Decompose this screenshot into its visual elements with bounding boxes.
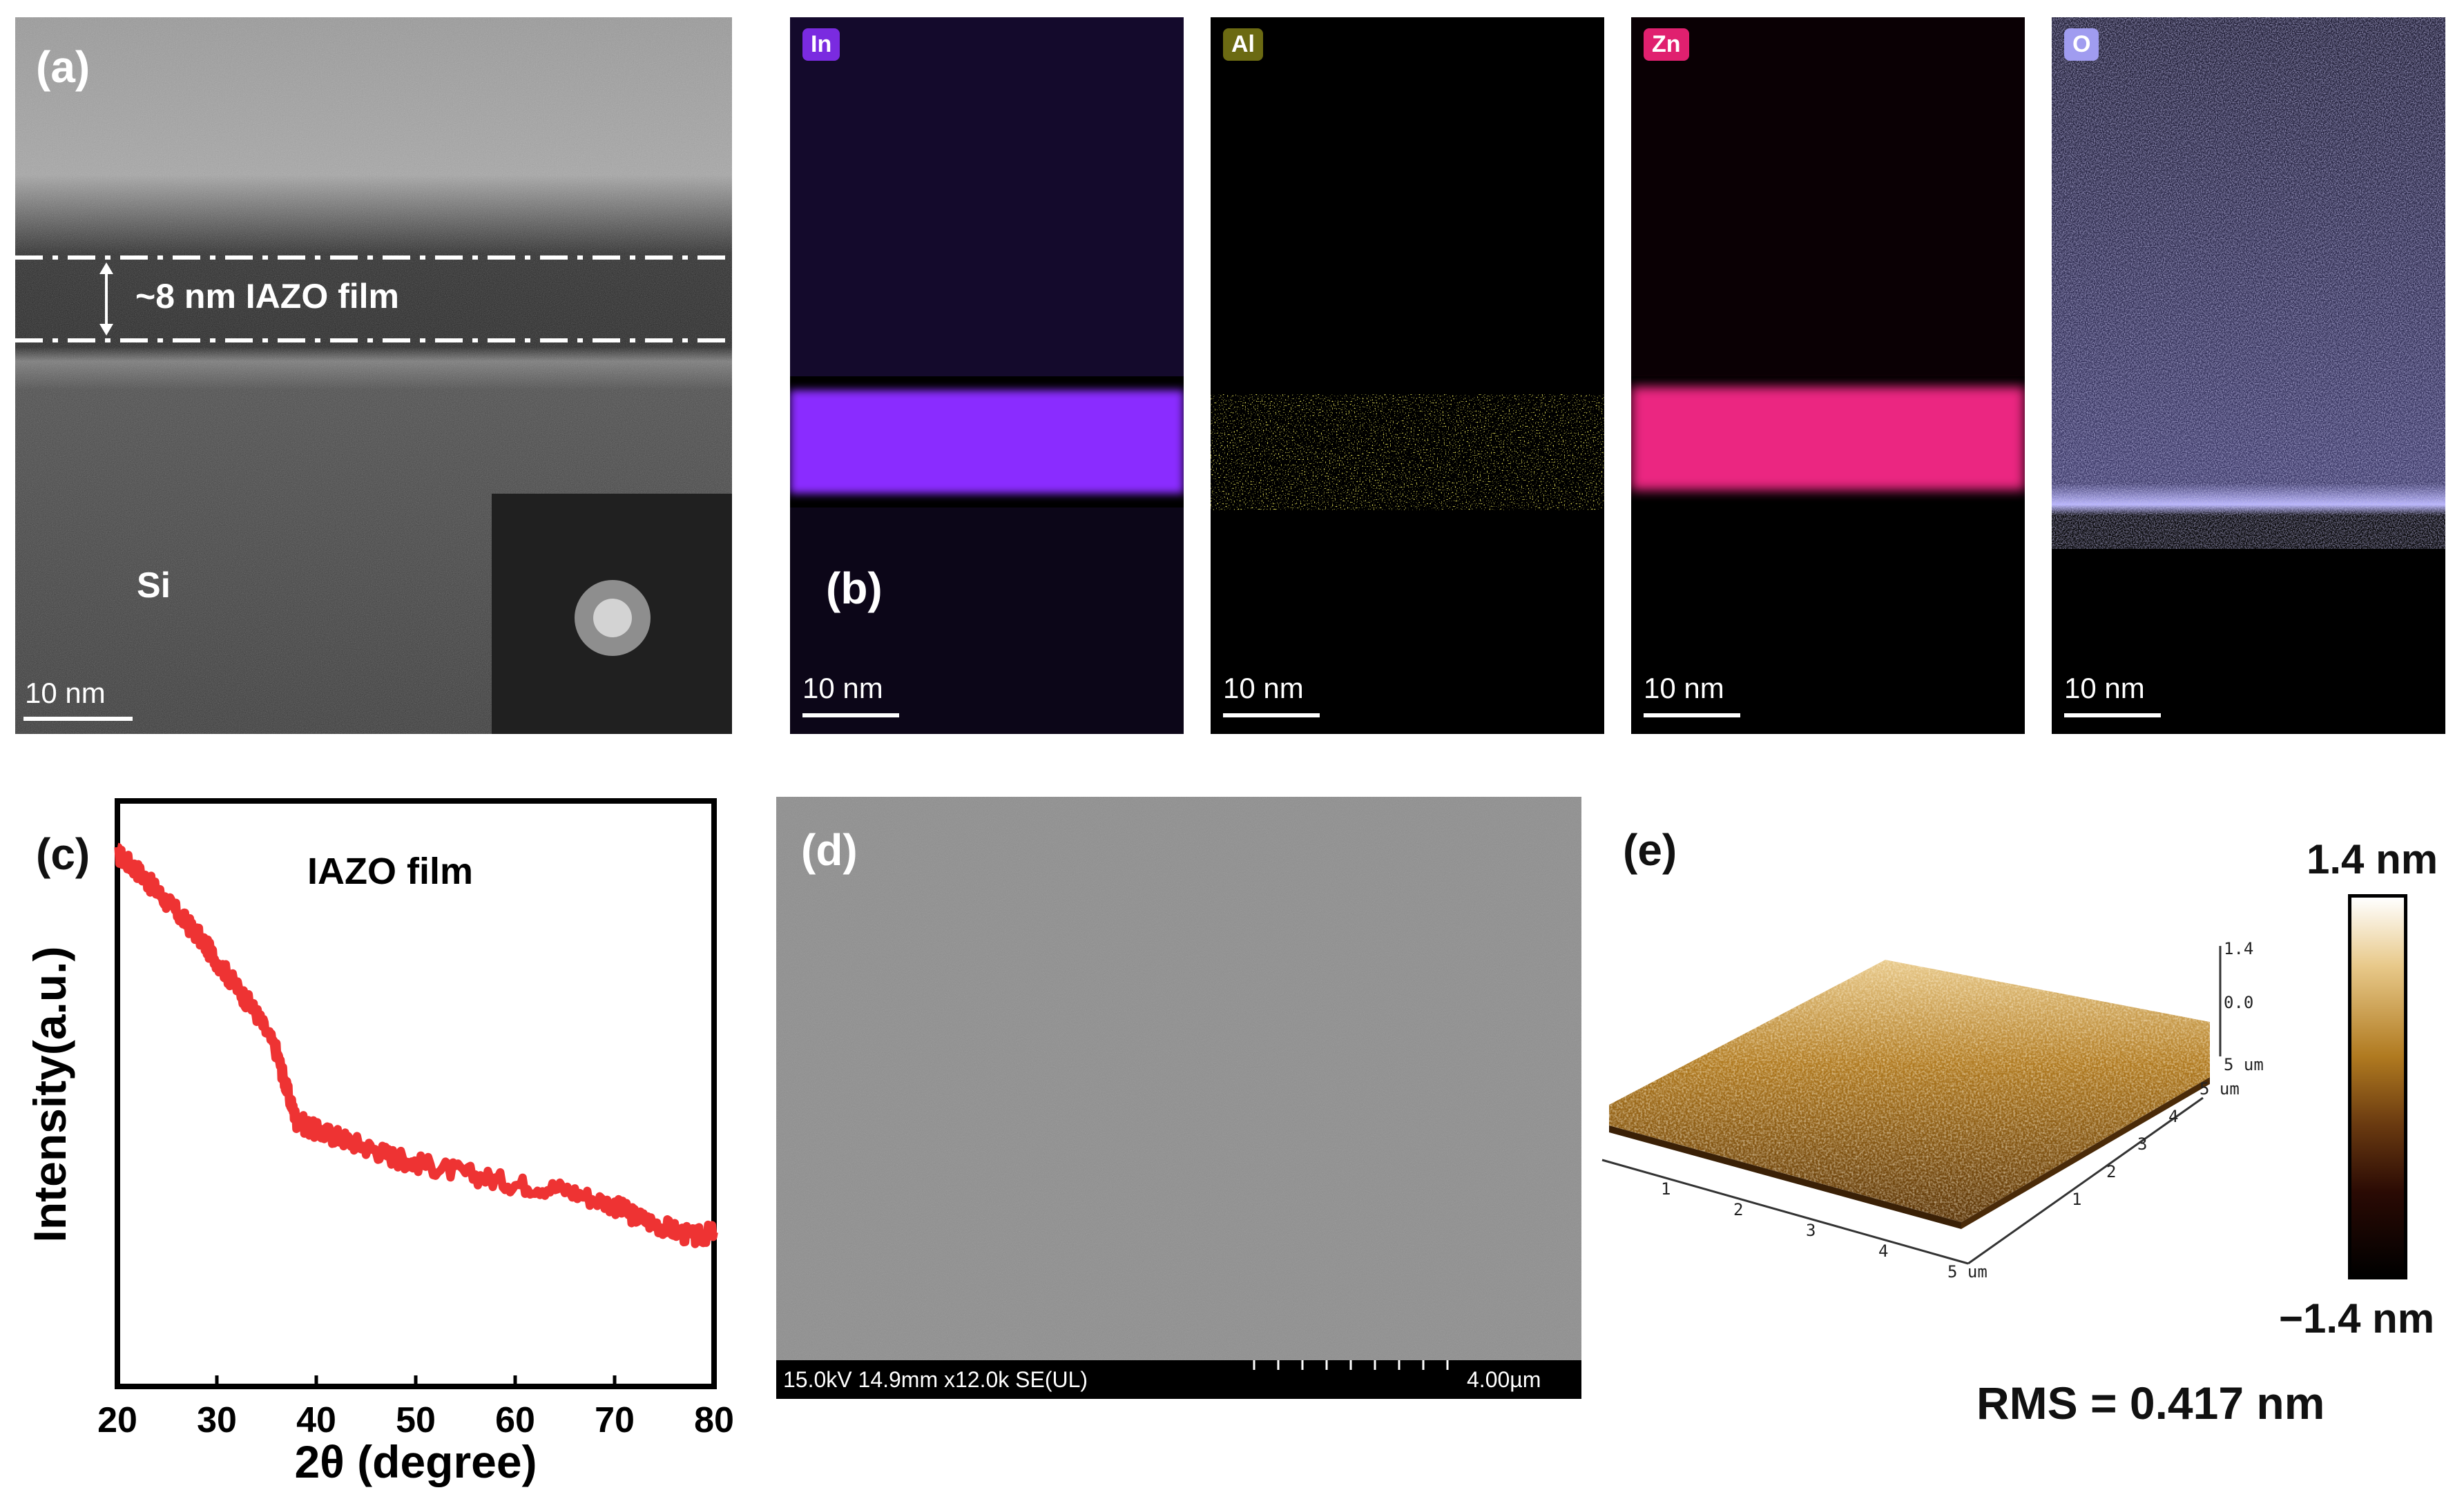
xrd-series-line <box>114 842 718 1248</box>
eds-tag: Zn <box>1644 28 1689 61</box>
x-tick-label: 60 <box>495 1400 535 1440</box>
x-tick-label: 20 <box>97 1400 137 1440</box>
afm-z-tick: 0.0 <box>2224 993 2253 1012</box>
afm-x-tick: 5 um <box>1947 1262 1987 1282</box>
sem-info-bar: 15.0kV 14.9mm x12.0k SE(UL) 4.00µm <box>776 1360 1581 1399</box>
panel-a-letter: (a) <box>36 42 90 92</box>
afm-y-tick: 4 <box>2168 1107 2178 1126</box>
x-axis-label: 2θ (degree) <box>294 1436 537 1487</box>
tem-scalebar <box>23 717 133 721</box>
afm-surface: 1.4 0.0 5 um 1 2 3 4 5 um 1 2 3 4 5 um <box>1601 939 2264 1282</box>
eds-scalebar-label: 10 nm <box>1644 672 1724 704</box>
x-tick-label: 70 <box>595 1400 635 1440</box>
afm-x-tick: 3 <box>1806 1221 1816 1240</box>
eds-tag: Al <box>1223 28 1263 61</box>
afm-corner-label: 5 um <box>2224 1055 2264 1074</box>
panel-c-letter: (c) <box>36 829 90 879</box>
eds-tag: O <box>2064 28 2099 61</box>
eds-scalebar-label: 10 nm <box>802 672 883 704</box>
chart-title: IAZO film <box>307 851 473 892</box>
substrate-label: Si <box>137 565 171 606</box>
film-label: ~8 nm IAZO film <box>135 277 400 316</box>
eds-map-o: O 10 nm <box>2052 17 2445 734</box>
eds-map-in: In 10 nm <box>790 17 1184 734</box>
x-tick-label: 40 <box>296 1400 336 1440</box>
afm-y-tick: 1 <box>2072 1190 2081 1209</box>
x-tick-label: 50 <box>396 1400 436 1440</box>
panel-b-letter: (b) <box>826 563 883 613</box>
afm-y-tick: 2 <box>2106 1162 2116 1181</box>
x-tick-label: 30 <box>197 1400 237 1440</box>
sem-info-text: 15.0kV 14.9mm x12.0k SE(UL) <box>783 1367 1088 1392</box>
eds-scalebar-label: 10 nm <box>1223 672 1304 704</box>
afm-rms-label: RMS = 0.417 nm <box>1976 1377 2325 1429</box>
eds-tag: In <box>802 28 840 61</box>
afm-z-tick: 1.4 <box>2224 939 2253 958</box>
afm-y-tick: 5 um <box>2200 1079 2240 1099</box>
afm-scale-min: −1.4 nm <box>2279 1295 2435 1342</box>
sem-image: 15.0kV 14.9mm x12.0k SE(UL) 4.00µm <box>776 797 1581 1399</box>
y-axis-label: Intensity(a.u.) <box>24 946 75 1242</box>
eds-scalebar-label: 10 nm <box>2064 672 2145 704</box>
tem-image <box>15 17 732 734</box>
afm-scale-max: 1.4 nm <box>2307 836 2438 882</box>
afm-y-tick: 3 <box>2137 1134 2147 1154</box>
panel-d-letter: (d) <box>801 825 858 875</box>
tem-scalebar-label: 10 nm <box>25 677 106 709</box>
eds-map-al: Al 10 nm <box>1211 17 1604 734</box>
panel-e-letter: (e) <box>1623 825 1677 875</box>
tem-background <box>15 17 732 734</box>
eds-map-zn: Zn 10 nm <box>1631 17 2025 734</box>
afm-x-tick: 2 <box>1733 1200 1743 1219</box>
x-tick-label: 80 <box>694 1400 734 1440</box>
sem-scale-text: 4.00µm <box>1467 1367 1541 1392</box>
afm-colorbar <box>2348 894 2407 1279</box>
afm-x-tick: 4 <box>1878 1241 1888 1261</box>
eds-band <box>790 390 1184 494</box>
afm-x-tick: 1 <box>1661 1179 1671 1199</box>
xrd-chart: IAZO film Intensity(a.u.) 2θ (degree) 20… <box>24 798 734 1487</box>
